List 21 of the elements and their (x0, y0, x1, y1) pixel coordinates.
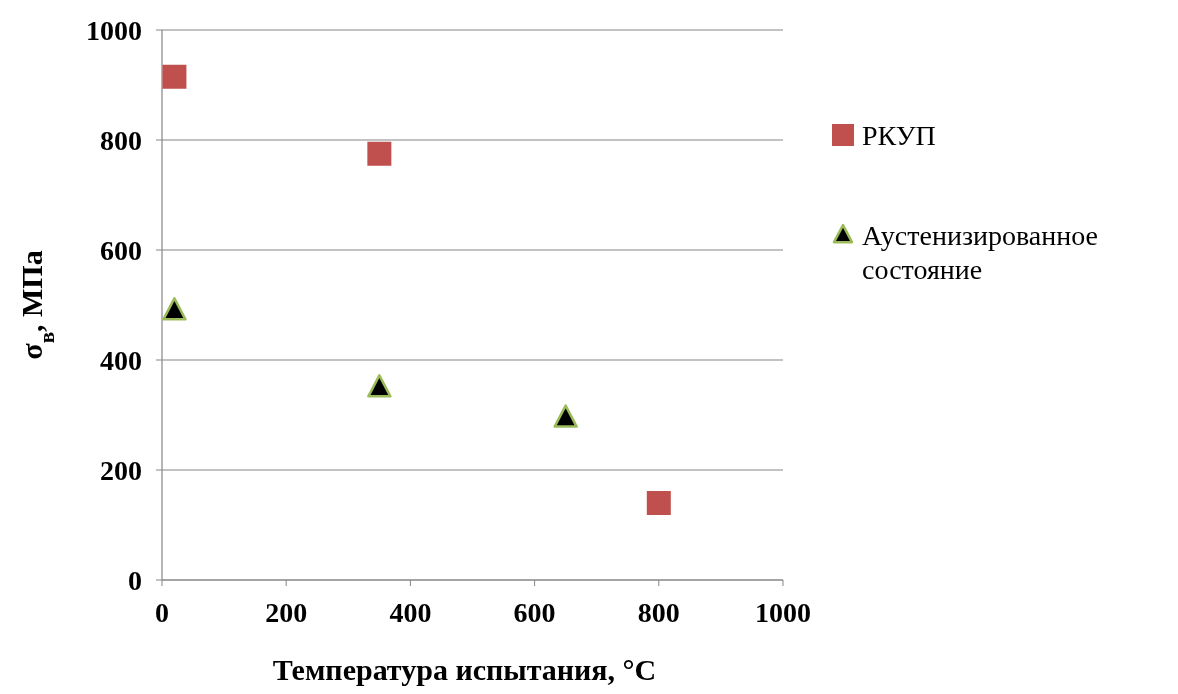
x-tick-label: 1000 (755, 597, 811, 628)
point (162, 64, 187, 89)
legend-label: РКУП (862, 119, 936, 151)
point (162, 297, 187, 321)
legend-label: Аустенизированное состояние (862, 219, 1098, 285)
x-axis-title: Температура испытания, °C (272, 653, 657, 686)
point (367, 374, 392, 398)
x-tick-label: 400 (389, 597, 432, 628)
x-tick-label: 200 (265, 597, 308, 628)
y-tick-label: 0 (128, 564, 142, 596)
point (646, 491, 671, 515)
y-tick-label: 800 (100, 124, 142, 156)
point (367, 141, 392, 166)
x-tick-label: 0 (155, 597, 169, 628)
x-tick-label: 800 (637, 597, 680, 628)
y-tick-label: 600 (100, 234, 142, 266)
y-tick-label: 1000 (86, 14, 142, 46)
x-tick-label: 600 (513, 597, 556, 628)
point (553, 404, 578, 428)
y-tick-label: 200 (100, 454, 142, 486)
y-tick-label: 400 (100, 344, 142, 376)
